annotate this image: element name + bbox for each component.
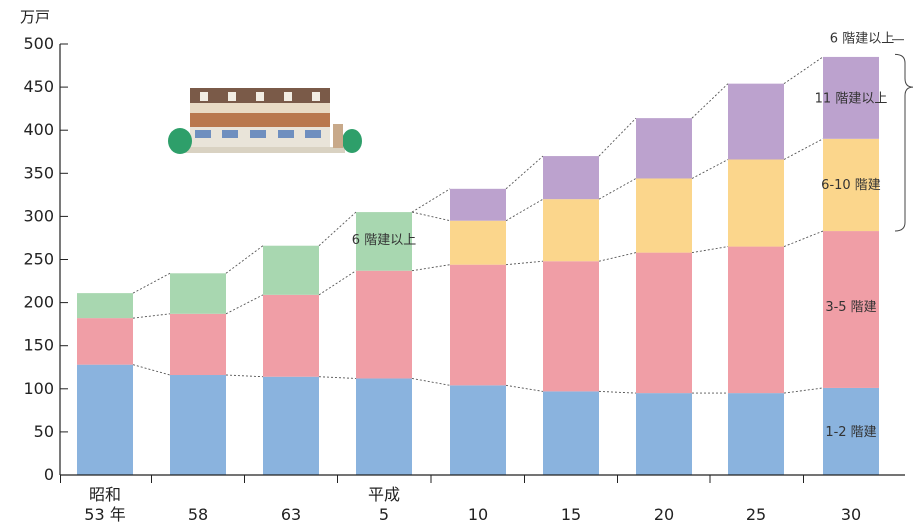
connector-line <box>132 272 171 294</box>
labels-group: 6 階建以上 11 階建以上 6-10 階建 3-5 階建 1-2 階建 6 階建以上 <box>352 31 914 440</box>
y-tick-label: 250 <box>23 250 54 269</box>
bar-segment <box>170 313 226 376</box>
connector-line <box>598 252 637 262</box>
bar-segment <box>77 318 133 365</box>
connector-line <box>691 159 729 179</box>
x-tick-label: 15 <box>561 505 581 523</box>
connector-line <box>598 178 637 200</box>
bar-segment <box>636 118 692 179</box>
y-tick-label: 450 <box>23 77 54 96</box>
x-tick-label: 5 <box>379 505 389 523</box>
y-tick-label: 400 <box>23 120 54 139</box>
x-tick-label: 53 年 <box>84 505 125 523</box>
y-tick-label: 500 <box>23 34 54 53</box>
bar-segment <box>543 261 599 392</box>
connector-line <box>505 260 544 266</box>
bar-segment <box>170 273 226 314</box>
bar-segment <box>636 178 692 253</box>
bar-segment <box>543 156 599 200</box>
connector-line <box>318 376 357 379</box>
bar-segment <box>728 246 784 394</box>
apartment-building-icon <box>168 88 362 154</box>
connector-line <box>505 198 544 222</box>
y-tick-label: 100 <box>23 379 54 398</box>
connector-line <box>411 188 451 213</box>
bar-segment <box>728 159 784 247</box>
x-tick-label: 30 <box>841 505 861 523</box>
bar-annotation: 6 階建以上 <box>352 233 416 248</box>
bar-segment <box>823 56 879 139</box>
bar-annotation: 6-10 階建 <box>821 178 881 193</box>
bar-segment <box>543 199 599 262</box>
bar-segment <box>728 83 784 160</box>
connector-line <box>411 211 451 222</box>
y-tick-label: 50 <box>34 422 54 441</box>
bar-segment <box>77 293 133 319</box>
bar-segment <box>263 245 319 295</box>
connector-line <box>691 246 729 254</box>
connector-line <box>505 155 544 190</box>
y-axis-unit-label: 万戸 <box>20 8 50 26</box>
connector-line <box>598 117 637 157</box>
y-tick-label: 350 <box>23 163 54 182</box>
connector-line <box>691 83 729 119</box>
y-tick-label: 200 <box>23 293 54 312</box>
bar-segment <box>356 378 412 475</box>
connector-line <box>783 56 824 85</box>
bar-annotation: 1-2 階建 <box>825 425 876 440</box>
bracket-line <box>894 53 914 232</box>
connector-line <box>225 374 264 378</box>
bar-segment <box>356 212 412 271</box>
bar-segment <box>450 385 506 475</box>
x-tick-label: 63 <box>281 505 301 523</box>
x-tick-label: 25 <box>746 505 766 523</box>
bar-annotation: 3-5 階建 <box>825 300 876 315</box>
connector-line <box>132 364 171 376</box>
bars-group <box>77 56 879 475</box>
connector-lines <box>132 56 824 394</box>
bar-segment <box>450 188 506 221</box>
bar-segment <box>263 376 319 475</box>
x-era-label: 平成 <box>368 485 400 504</box>
connector-line <box>318 211 357 247</box>
connector-line <box>783 138 824 160</box>
x-tick-label: 20 <box>654 505 674 523</box>
bar-segment <box>636 393 692 475</box>
bar-segment <box>263 294 319 377</box>
bar-segment <box>356 270 412 379</box>
connector-line <box>505 384 544 392</box>
y-tick-label: 300 <box>23 206 54 225</box>
bar-segment <box>543 391 599 475</box>
bar-segment <box>823 387 879 475</box>
bar-segment <box>823 231 879 388</box>
bar-segment <box>823 138 879 232</box>
y-tick-label: 150 <box>23 336 54 355</box>
connector-line <box>225 294 264 315</box>
x-tick-label: 10 <box>468 505 488 523</box>
y-tick-label: 0 <box>44 465 54 484</box>
bar-segment <box>728 393 784 475</box>
connector-line <box>783 230 824 247</box>
connector-line <box>318 270 357 296</box>
x-era-label: 昭和 <box>89 485 121 504</box>
bar-segment <box>450 264 506 386</box>
bar-segment <box>450 220 506 265</box>
connector-line <box>411 264 451 272</box>
connector-line <box>598 390 637 394</box>
bar-segment <box>170 375 226 475</box>
bar-segment <box>636 252 692 394</box>
connector-line <box>132 313 171 319</box>
bar-segment <box>77 364 133 475</box>
bar-annotation: 11 階建以上 <box>815 92 888 107</box>
axes-group: 0 50 100 150 200 250 300 350 400 450 500 万戸 53 年 58 63… <box>20 8 905 523</box>
x-tick-label: 58 <box>188 505 208 523</box>
connector-line <box>783 387 824 394</box>
connector-line <box>225 245 264 274</box>
bracket-label: 6 階建以上 <box>830 31 894 46</box>
connector-line <box>411 378 451 386</box>
